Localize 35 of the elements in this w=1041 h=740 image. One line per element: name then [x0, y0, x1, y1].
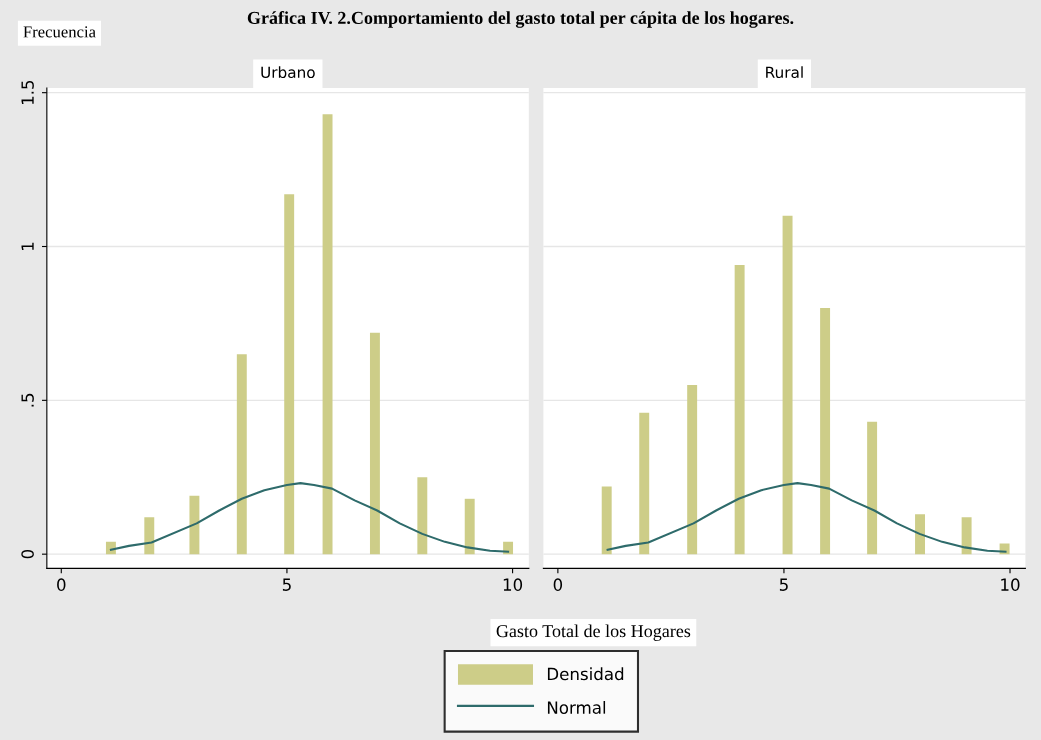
bar — [820, 308, 831, 555]
x-tick-label: 10 — [503, 578, 523, 591]
legend-label: Densidad — [547, 667, 624, 681]
bar — [915, 514, 926, 555]
bar — [236, 354, 247, 555]
x-tick-label: 0 — [57, 578, 66, 591]
x-tick-label: 10 — [1001, 578, 1020, 591]
chart-title: Gráfica IV. 2.Comportamiento del gasto total per cápita de los hogares. — [247, 11, 794, 28]
bar — [369, 332, 380, 555]
bar — [322, 114, 333, 555]
y-tick-label: .5 — [21, 393, 34, 407]
bar — [417, 477, 428, 555]
bar — [961, 517, 972, 555]
x-axis-title: Gasto Total de los Hogares — [496, 624, 691, 641]
y-tick-label: 1 — [21, 242, 34, 250]
bar — [284, 194, 295, 555]
bar — [639, 412, 650, 555]
y-tick-label: 0 — [21, 549, 34, 559]
bar — [144, 517, 155, 555]
bar — [189, 495, 200, 555]
bar — [867, 421, 878, 555]
x-tick-label: 5 — [779, 578, 788, 591]
bar — [464, 498, 475, 555]
legend-label: Normal — [547, 701, 606, 714]
chart-subtitle: Urbano — [261, 66, 315, 79]
bar — [601, 486, 612, 555]
x-tick-label: 5 — [282, 578, 291, 591]
line-series — [109, 482, 510, 553]
bar — [782, 215, 793, 555]
bar — [734, 264, 745, 555]
chart-subtitle: Rural — [766, 66, 803, 79]
y-tick-label: 1.5 — [21, 80, 34, 105]
x-tick-label: 0 — [553, 578, 563, 591]
bar — [687, 384, 698, 555]
y-axis-title: Frecuencia — [23, 26, 96, 38]
